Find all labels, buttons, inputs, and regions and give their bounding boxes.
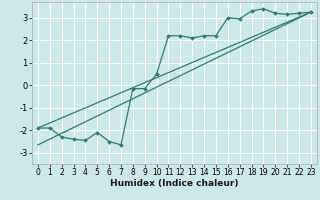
- X-axis label: Humidex (Indice chaleur): Humidex (Indice chaleur): [110, 179, 239, 188]
